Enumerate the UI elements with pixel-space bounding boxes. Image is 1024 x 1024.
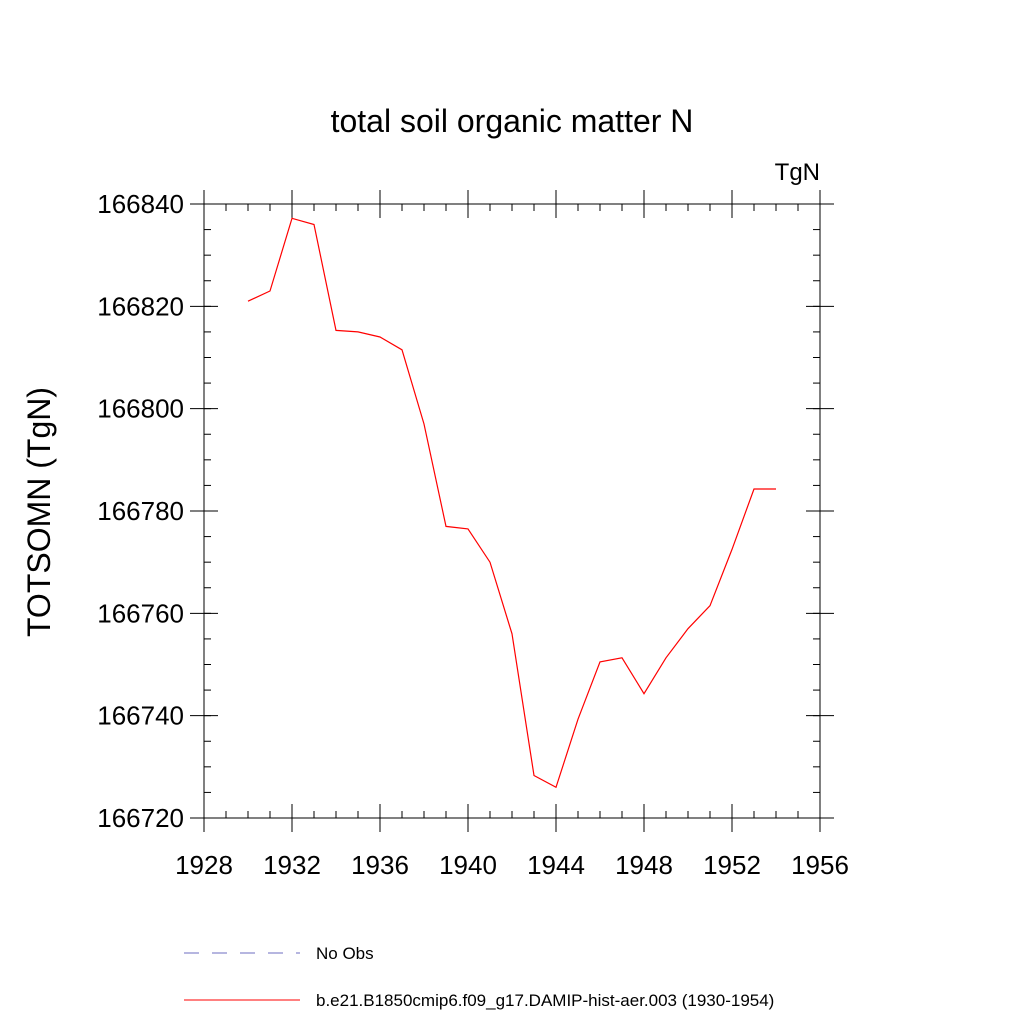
x-tick-label: 1948 [615, 850, 673, 880]
y-tick-label: 166820 [97, 291, 184, 321]
series-line [247, 217, 776, 789]
x-tick-label: 1928 [175, 850, 233, 880]
y-tick-label: 166720 [97, 803, 184, 833]
y-tick-label: 166840 [97, 189, 184, 219]
y-axis-label: TOTSOMN (TgN) [21, 387, 57, 637]
y-tick-label: 166760 [97, 598, 184, 628]
legend: No Obs b.e21.B1850cmip6.f09_g17.DAMIP-his… [184, 944, 774, 1010]
legend-label: b.e21.B1850cmip6.f09_g17.DAMIP-hist-aer.… [316, 991, 774, 1010]
y-tick-label: 166780 [97, 496, 184, 526]
x-tick-label: 1944 [527, 850, 585, 880]
legend-label: No Obs [316, 944, 374, 963]
x-tick-label: 1940 [439, 850, 497, 880]
plot-frame [203, 203, 821, 819]
x-tick-label: 1936 [351, 850, 409, 880]
x-tick-label: 1956 [791, 850, 849, 880]
x-tick-label: 1952 [703, 850, 761, 880]
axes: 1928 1932 1936 1940 1944 1948 1952 1956 166720 16… [97, 189, 849, 880]
y-tick-label: 166740 [97, 701, 184, 731]
x-tick-label: 1932 [263, 850, 321, 880]
y-tick-label: 166800 [97, 394, 184, 424]
units-label: TgN [775, 159, 820, 186]
chart-title: total soil organic matter N [331, 103, 694, 139]
series-layer [247, 217, 776, 789]
